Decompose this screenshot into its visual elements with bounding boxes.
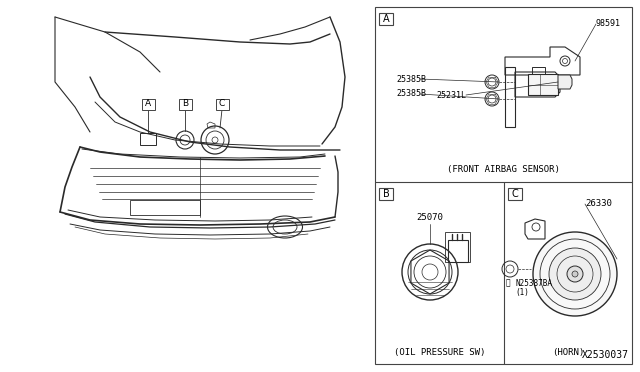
Text: 25385B: 25385B: [396, 90, 426, 99]
Circle shape: [549, 248, 601, 300]
Text: (OIL PRESSURE SW): (OIL PRESSURE SW): [394, 347, 485, 356]
Text: 25231L: 25231L: [436, 90, 466, 99]
Bar: [141, 99, 154, 109]
Circle shape: [533, 232, 617, 316]
Polygon shape: [558, 75, 572, 89]
Text: N25387BA: N25387BA: [515, 279, 552, 288]
Text: B: B: [182, 99, 188, 109]
Text: A: A: [383, 14, 389, 24]
Text: 98591: 98591: [596, 19, 621, 29]
Text: X2530037: X2530037: [582, 350, 629, 360]
Text: C: C: [511, 189, 518, 199]
Text: 25070: 25070: [417, 212, 444, 221]
Text: 25385B: 25385B: [396, 74, 426, 83]
Bar: [379, 13, 393, 25]
Text: A: A: [145, 99, 151, 109]
Text: (FRONT AIRBAG SENSOR): (FRONT AIRBAG SENSOR): [447, 165, 560, 174]
Polygon shape: [528, 74, 558, 95]
Text: B: B: [383, 189, 389, 199]
Text: (HORN): (HORN): [552, 347, 584, 356]
Text: 26330: 26330: [585, 199, 612, 208]
Text: (1): (1): [515, 288, 529, 296]
Circle shape: [567, 266, 583, 282]
Bar: [216, 99, 228, 109]
Circle shape: [572, 271, 578, 277]
Text: Ⓝ: Ⓝ: [506, 279, 510, 288]
Bar: [508, 188, 522, 200]
Bar: [179, 99, 191, 109]
Text: C: C: [219, 99, 225, 109]
Bar: [379, 188, 393, 200]
